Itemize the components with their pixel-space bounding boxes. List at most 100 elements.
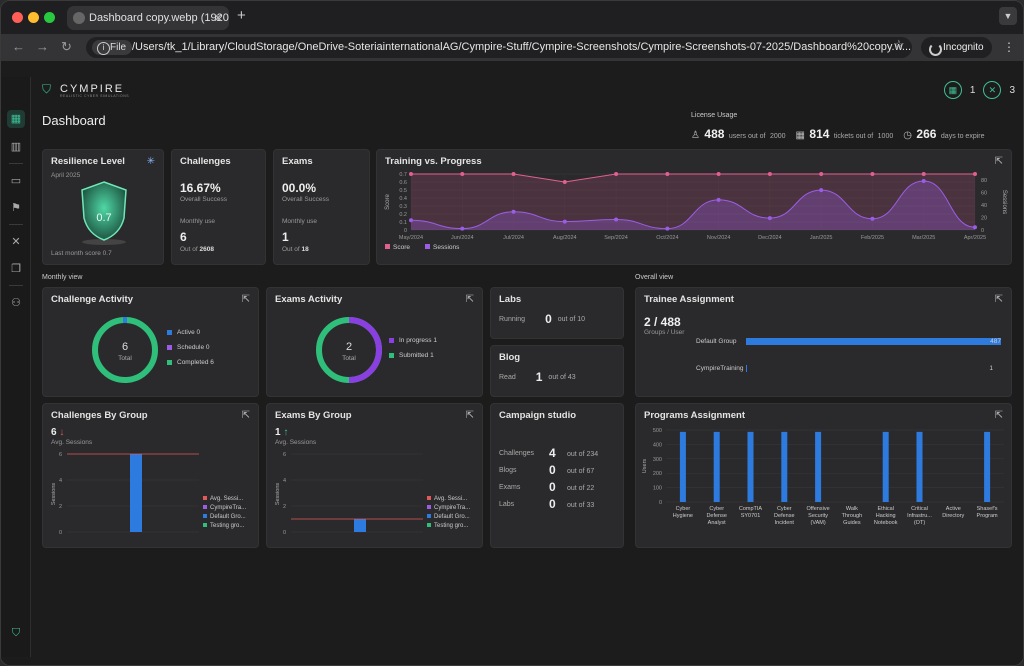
exams-out-of: Out of — [282, 246, 300, 253]
x-tick-label: (OT) — [914, 520, 925, 526]
close-tab-icon[interactable]: ✕ — [212, 11, 223, 25]
site-info-button[interactable]: File — [92, 40, 133, 55]
url-text: /Users/tk_1/Library/CloudStorage/OneDriv… — [132, 41, 912, 53]
helmet-logo-icon[interactable]: ⛉ — [11, 627, 21, 639]
y-tick-label: 0.2 — [399, 212, 407, 218]
users-icon[interactable]: ⚇ — [11, 297, 21, 309]
x-tick-label: Aug/2024 — [553, 235, 577, 241]
score-point — [921, 172, 926, 176]
campaign-row-value: 4 — [549, 446, 556, 460]
program-bar — [679, 431, 686, 502]
reload-button[interactable]: ↻ — [61, 39, 72, 54]
exams-activity-card: Exams Activity ⇱ 2 Total In progress 1 S… — [266, 287, 483, 397]
score-point — [562, 180, 567, 184]
score-point — [511, 172, 516, 176]
challenges-pct: 16.67% — [180, 181, 221, 195]
legend-item: Default Gro... — [434, 514, 470, 520]
external-link-icon[interactable]: ⇱ — [465, 294, 474, 305]
x-tick-label: Through — [842, 513, 863, 519]
external-link-icon[interactable]: ⇱ — [241, 294, 250, 305]
trainee-row-value: 1 — [989, 365, 993, 372]
resilience-card: Resilience Level ✳ April 2025 0.7 Last m… — [42, 149, 164, 265]
back-button[interactable]: ← — [12, 39, 25, 54]
dashboard-icon[interactable]: ▦ — [7, 110, 25, 128]
calendar-badge-icon[interactable]: ▦ — [943, 81, 962, 99]
score-point — [819, 172, 824, 176]
legend-item: Avg. Sessi... — [434, 496, 468, 502]
shield-icon: 0.7 — [81, 181, 127, 245]
tools-badge-icon[interactable]: ✕ — [983, 81, 1002, 99]
external-link-icon[interactable]: ⇱ — [241, 410, 250, 421]
challenge-activity-title: Challenge Activity — [51, 294, 134, 305]
brand-tagline: REALISTIC CYBER SIMULATIONS — [60, 94, 130, 98]
labs-out-of: out of — [557, 315, 576, 323]
license-users-total: 2000 — [769, 133, 786, 140]
score-point — [614, 172, 619, 176]
external-link-icon[interactable]: ⇱ — [994, 410, 1003, 421]
y-tick-label: 0 — [283, 530, 286, 536]
challenges-group-card: Challenges By Group ⇱ 6 ↓ Avg. Sessions … — [42, 403, 259, 548]
sessions-point — [562, 219, 567, 224]
forward-button[interactable]: → — [36, 39, 49, 54]
y2-tick-label: 60 — [981, 191, 987, 197]
legend-in-progress: In progress 1 — [399, 337, 437, 344]
maximize-window-button[interactable] — [44, 12, 55, 23]
x-tick-label: Walk — [846, 506, 858, 512]
training-title: Training vs. Progress — [385, 156, 482, 167]
x-tick-label: Jun/2024 — [451, 235, 474, 241]
labs-value: 0 — [545, 312, 552, 326]
minimize-window-button[interactable] — [28, 12, 39, 23]
y-tick-label: 4 — [283, 478, 286, 484]
challenge-activity-card: Challenge Activity ⇱ 6 Total Active 0 Sc… — [42, 287, 259, 397]
donut-in-progress — [348, 317, 382, 383]
library-icon[interactable]: ❐ — [11, 263, 21, 275]
x-tick-label: Mar/2025 — [912, 235, 935, 241]
new-tab-button[interactable]: + — [237, 7, 246, 24]
bookmark-star-icon[interactable]: ☆ — [893, 37, 905, 52]
group-bar — [354, 519, 366, 532]
incognito-button[interactable]: Incognito — [921, 37, 992, 58]
tab-search-button[interactable]: ▼ — [999, 7, 1017, 25]
reports-icon[interactable]: ▥ — [10, 141, 22, 153]
external-link-icon[interactable]: ⇱ — [465, 410, 474, 421]
sessions-point — [921, 179, 926, 183]
section-monthly: Monthly view — [42, 274, 83, 281]
exams-group-card: Exams By Group ⇱ 1 ↑ Avg. Sessions 6 4 2 0 S… — [266, 403, 483, 548]
x-tick-label: Dec/2024 — [758, 235, 782, 241]
external-link-icon[interactable]: ⇱ — [994, 294, 1003, 305]
tools-icon[interactable]: ✕ — [11, 236, 21, 248]
y-axis-title: Sessions — [275, 483, 281, 506]
labs-total: 10 — [577, 315, 586, 323]
browser-tab[interactable]: Dashboard copy.webp (1920× ✕ — [67, 6, 229, 30]
x-tick-label: Hygiene — [673, 513, 693, 519]
trainee-value: 2 / 488 — [644, 315, 681, 329]
external-link-icon[interactable]: ⇱ — [994, 156, 1003, 167]
legend-swatch — [427, 514, 431, 518]
brand-logo[interactable]: ⛉ CYMPIRE REALISTIC CYBER SIMULATIONS — [42, 82, 129, 98]
close-window-button[interactable] — [12, 12, 23, 23]
resilience-last-month: Last month score 0.7 — [51, 250, 112, 257]
y-tick-label: 100 — [653, 486, 662, 492]
sessions-point — [511, 209, 516, 214]
calendar-icon: ▦ — [795, 130, 805, 141]
trainee-bar — [746, 365, 747, 372]
legend-score-swatch — [385, 244, 390, 249]
y-tick-label: 0.5 — [399, 188, 407, 194]
challenges-group-title: Challenges By Group — [51, 410, 148, 421]
score-point — [870, 172, 875, 176]
legend-swatch — [427, 505, 431, 509]
x-tick-label: Defense — [774, 513, 795, 519]
x-tick-label: SY0701 — [741, 513, 761, 519]
page-title: Dashboard — [42, 113, 106, 128]
blog-value: 1 — [535, 370, 543, 384]
y-tick-label: 2 — [59, 504, 62, 510]
calendar-icon[interactable]: ▭ — [10, 175, 22, 187]
flag-icon[interactable]: ⚑ — [11, 202, 21, 214]
url-field[interactable]: File /Users/tk_1/Library/CloudStorage/On… — [86, 37, 912, 58]
campaign-row-label: Blogs — [499, 467, 517, 474]
legend-item: Testing gro... — [434, 523, 469, 529]
y-tick-label: 400 — [653, 442, 662, 448]
tab-title: Dashboard copy.webp (1920× — [89, 12, 229, 24]
tab-bar: Dashboard copy.webp (1920× ✕ + ▼ — [1, 1, 1023, 34]
browser-menu-icon[interactable]: ⋮ — [1003, 40, 1015, 54]
